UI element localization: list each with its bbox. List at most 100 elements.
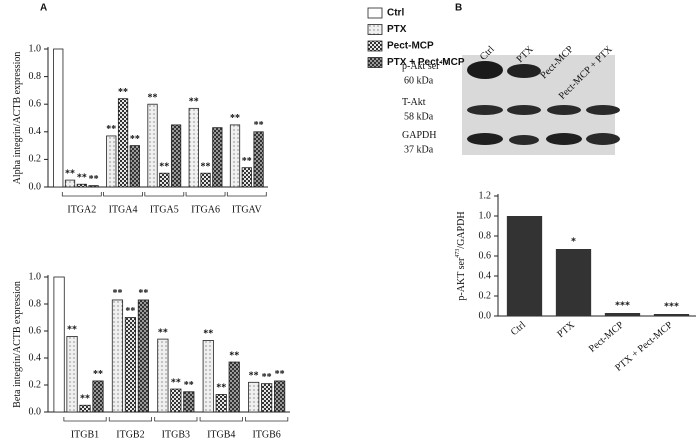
- bar: [274, 380, 286, 413]
- bar: [170, 124, 182, 188]
- group-bracket: [245, 417, 289, 422]
- panel-label: A: [40, 3, 47, 14]
- group-bracket: [185, 192, 226, 197]
- bar: [253, 131, 264, 188]
- bar: [64, 179, 76, 188]
- x-tick-label: Pect-MCP: [587, 319, 626, 354]
- row-label: p-Akt ser473: [402, 60, 449, 72]
- bar: [200, 172, 211, 188]
- y-tick-label: 0.4: [29, 352, 42, 363]
- y-tick-label: 1.2: [479, 190, 492, 201]
- significance-label: **: [125, 306, 135, 317]
- bar: [241, 167, 252, 188]
- bar: [76, 183, 87, 188]
- legend-label: Pect-MCP: [387, 41, 434, 52]
- x-tick-label: ITGAV: [232, 204, 263, 215]
- significance-label: **: [242, 156, 252, 167]
- row-label: GAPDH: [402, 130, 436, 141]
- group-bracket: [63, 417, 107, 422]
- significance-label: **: [201, 161, 211, 172]
- legend-swatch: [367, 40, 383, 52]
- legend-swatch: [367, 24, 383, 35]
- blot-image: [462, 55, 620, 155]
- x-tick-label: ITGA6: [191, 204, 220, 215]
- bar: [215, 394, 227, 413]
- significance-label: **: [130, 134, 140, 145]
- x-tick-label: ITGB1: [71, 429, 99, 440]
- significance-label: **: [77, 173, 87, 184]
- significance-label: **: [249, 371, 259, 382]
- y-tick-label: 1.0: [29, 43, 42, 54]
- x-tick-label: ITGA5: [150, 204, 179, 215]
- group-bracket: [61, 192, 102, 197]
- y-tick-label: 0.6: [29, 325, 42, 336]
- significance-label: **: [184, 380, 194, 391]
- group-bracket: [144, 192, 185, 197]
- group-bracket: [199, 417, 243, 422]
- y-axis-label: p-AKT ser473/GAPDH: [455, 211, 467, 300]
- significance-label: **: [254, 120, 264, 131]
- bar: [124, 317, 137, 413]
- weight-label: 58 kDa: [404, 111, 434, 122]
- significance-label: **: [229, 350, 239, 361]
- bar: [228, 361, 240, 413]
- bar: [183, 391, 195, 413]
- significance-label: **: [148, 92, 158, 103]
- x-tick-label: ITGA4: [109, 204, 138, 215]
- significance-label: ***: [615, 300, 630, 311]
- bar: [117, 98, 129, 188]
- x-tick-label: Ctrl: [509, 319, 528, 338]
- bar: [157, 338, 169, 413]
- y-tick-label: 0.4: [29, 126, 42, 137]
- bar: [261, 383, 273, 413]
- bar: [147, 103, 158, 188]
- bar: [248, 381, 260, 413]
- y-tick-label: 1.0: [29, 271, 42, 282]
- y-tick-label: 0.2: [29, 379, 42, 390]
- bar: [106, 135, 117, 188]
- bar: [188, 107, 199, 188]
- bar: [604, 313, 641, 316]
- x-tick-label: PTX: [555, 319, 577, 340]
- significance-label: **: [93, 369, 103, 380]
- bar: [202, 340, 214, 413]
- legend-swatch: [367, 57, 383, 68]
- y-tick-label: 1.0: [479, 210, 492, 221]
- bar: [88, 185, 99, 188]
- significance-label: **: [80, 394, 90, 405]
- group-bracket: [226, 192, 267, 197]
- bar: [53, 276, 65, 413]
- bar: [653, 314, 690, 316]
- significance-label: **: [65, 168, 75, 179]
- group-bracket: [103, 192, 143, 197]
- group-bracket: [154, 417, 198, 422]
- x-tick-label: ITGB3: [162, 429, 190, 440]
- bar: [137, 299, 149, 413]
- y-tick-label: 0.6: [479, 250, 492, 261]
- y-tick-label: 0.8: [479, 230, 492, 241]
- significance-label: *: [571, 236, 576, 247]
- significance-label: **: [189, 97, 199, 108]
- y-tick-label: 0.0: [29, 181, 42, 192]
- significance-label: **: [89, 174, 99, 185]
- bar: [92, 380, 104, 413]
- y-tick-label: 0.6: [29, 98, 42, 109]
- bar: [66, 335, 78, 413]
- bar: [79, 404, 91, 413]
- y-axis-label: Beta integrin/ACTB expression: [12, 281, 23, 408]
- significance-label: **: [216, 383, 226, 394]
- legend-label: PTX: [387, 24, 407, 35]
- y-tick-label: 0.2: [479, 290, 492, 301]
- significance-label: **: [118, 87, 128, 98]
- weight-label: 60 kDa: [404, 75, 434, 86]
- bar: [555, 249, 592, 316]
- significance-label: **: [106, 124, 116, 135]
- bar: [129, 145, 140, 188]
- y-tick-label: 0.2: [29, 154, 42, 165]
- significance-label: **: [138, 288, 148, 299]
- significance-label: **: [275, 369, 285, 380]
- x-tick-label: ITGB2: [116, 429, 144, 440]
- significance-label: **: [171, 377, 181, 388]
- x-tick-label: ITGA2: [67, 204, 96, 215]
